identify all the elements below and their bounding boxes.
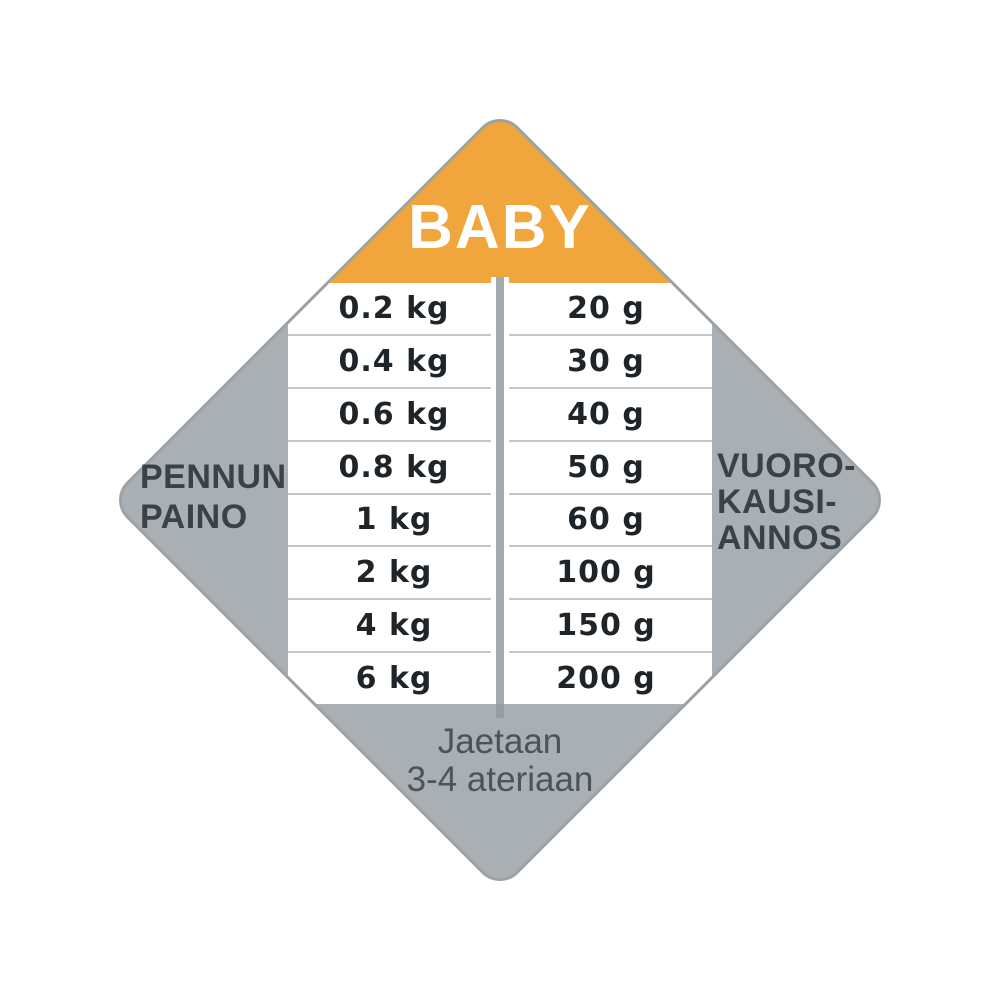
portion-cell: 60 g xyxy=(567,502,645,538)
daily-portion-label-line1: VUORO- xyxy=(717,447,856,485)
weight-cell: 0.2 kg xyxy=(338,290,450,326)
weight-cell: 2 kg xyxy=(355,555,433,591)
weight-cell: 0.6 kg xyxy=(338,396,450,432)
portion-cell: 100 g xyxy=(556,555,656,591)
portion-cell: 150 g xyxy=(556,608,656,644)
portion-cell: 40 g xyxy=(567,396,645,432)
daily-portion-label-line3: ANNOS xyxy=(717,519,843,557)
weight-cell: 0.8 kg xyxy=(338,449,450,485)
portion-cell: 200 g xyxy=(556,661,656,697)
column-divider xyxy=(491,277,509,704)
weight-cell: 4 kg xyxy=(355,608,433,644)
column-divider-stub xyxy=(496,704,504,718)
puppy-weight-label-line1: PENNUN xyxy=(140,458,287,496)
portion-cell: 30 g xyxy=(567,343,645,379)
meals-note: Jaetaan 3-4 ateriaan xyxy=(0,723,1000,799)
meals-note-line2: 3-4 ateriaan xyxy=(406,760,594,799)
weight-cell: 0.4 kg xyxy=(338,343,450,379)
weight-cell: 1 kg xyxy=(355,502,433,538)
puppy-weight-label-line2: PAINO xyxy=(140,498,248,536)
portion-cell: 50 g xyxy=(567,449,645,485)
puppy-weight-label: PENNUN PAINO xyxy=(140,457,287,537)
portion-cell: 20 g xyxy=(567,290,645,326)
baby-label: BABY xyxy=(408,193,592,262)
meals-note-line1: Jaetaan xyxy=(437,722,563,761)
daily-portion-label-line2: KAUSI- xyxy=(717,483,838,521)
weight-cell: 6 kg xyxy=(355,661,433,697)
daily-portion-label: VUORO- KAUSI- ANNOS xyxy=(717,448,856,556)
